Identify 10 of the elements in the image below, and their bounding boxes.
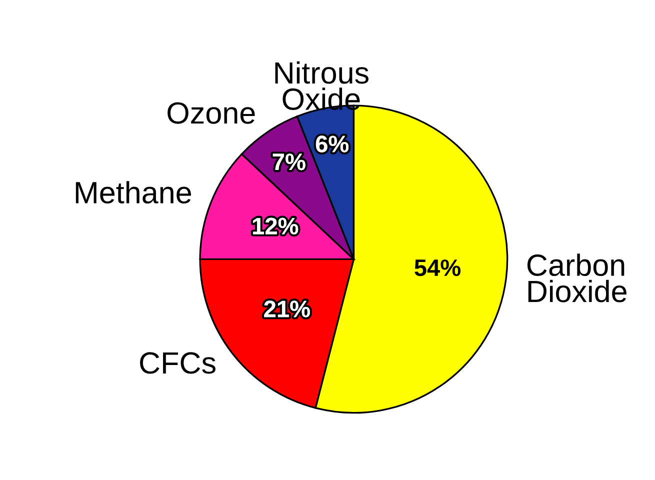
data-label: 21% [264,300,310,318]
data-label: 12% [253,218,298,234]
slice-label: Methane [76,181,191,204]
data-label: 7% [272,154,306,170]
slice-label: Nitrous Oxide [275,61,368,110]
data-label: 6% [316,136,349,152]
slice-label: Ozone [168,102,255,124]
slice-label: Carbon Dioxide [527,254,626,302]
slice-label: CFCs [140,352,216,374]
data-label: 54% [414,259,461,276]
